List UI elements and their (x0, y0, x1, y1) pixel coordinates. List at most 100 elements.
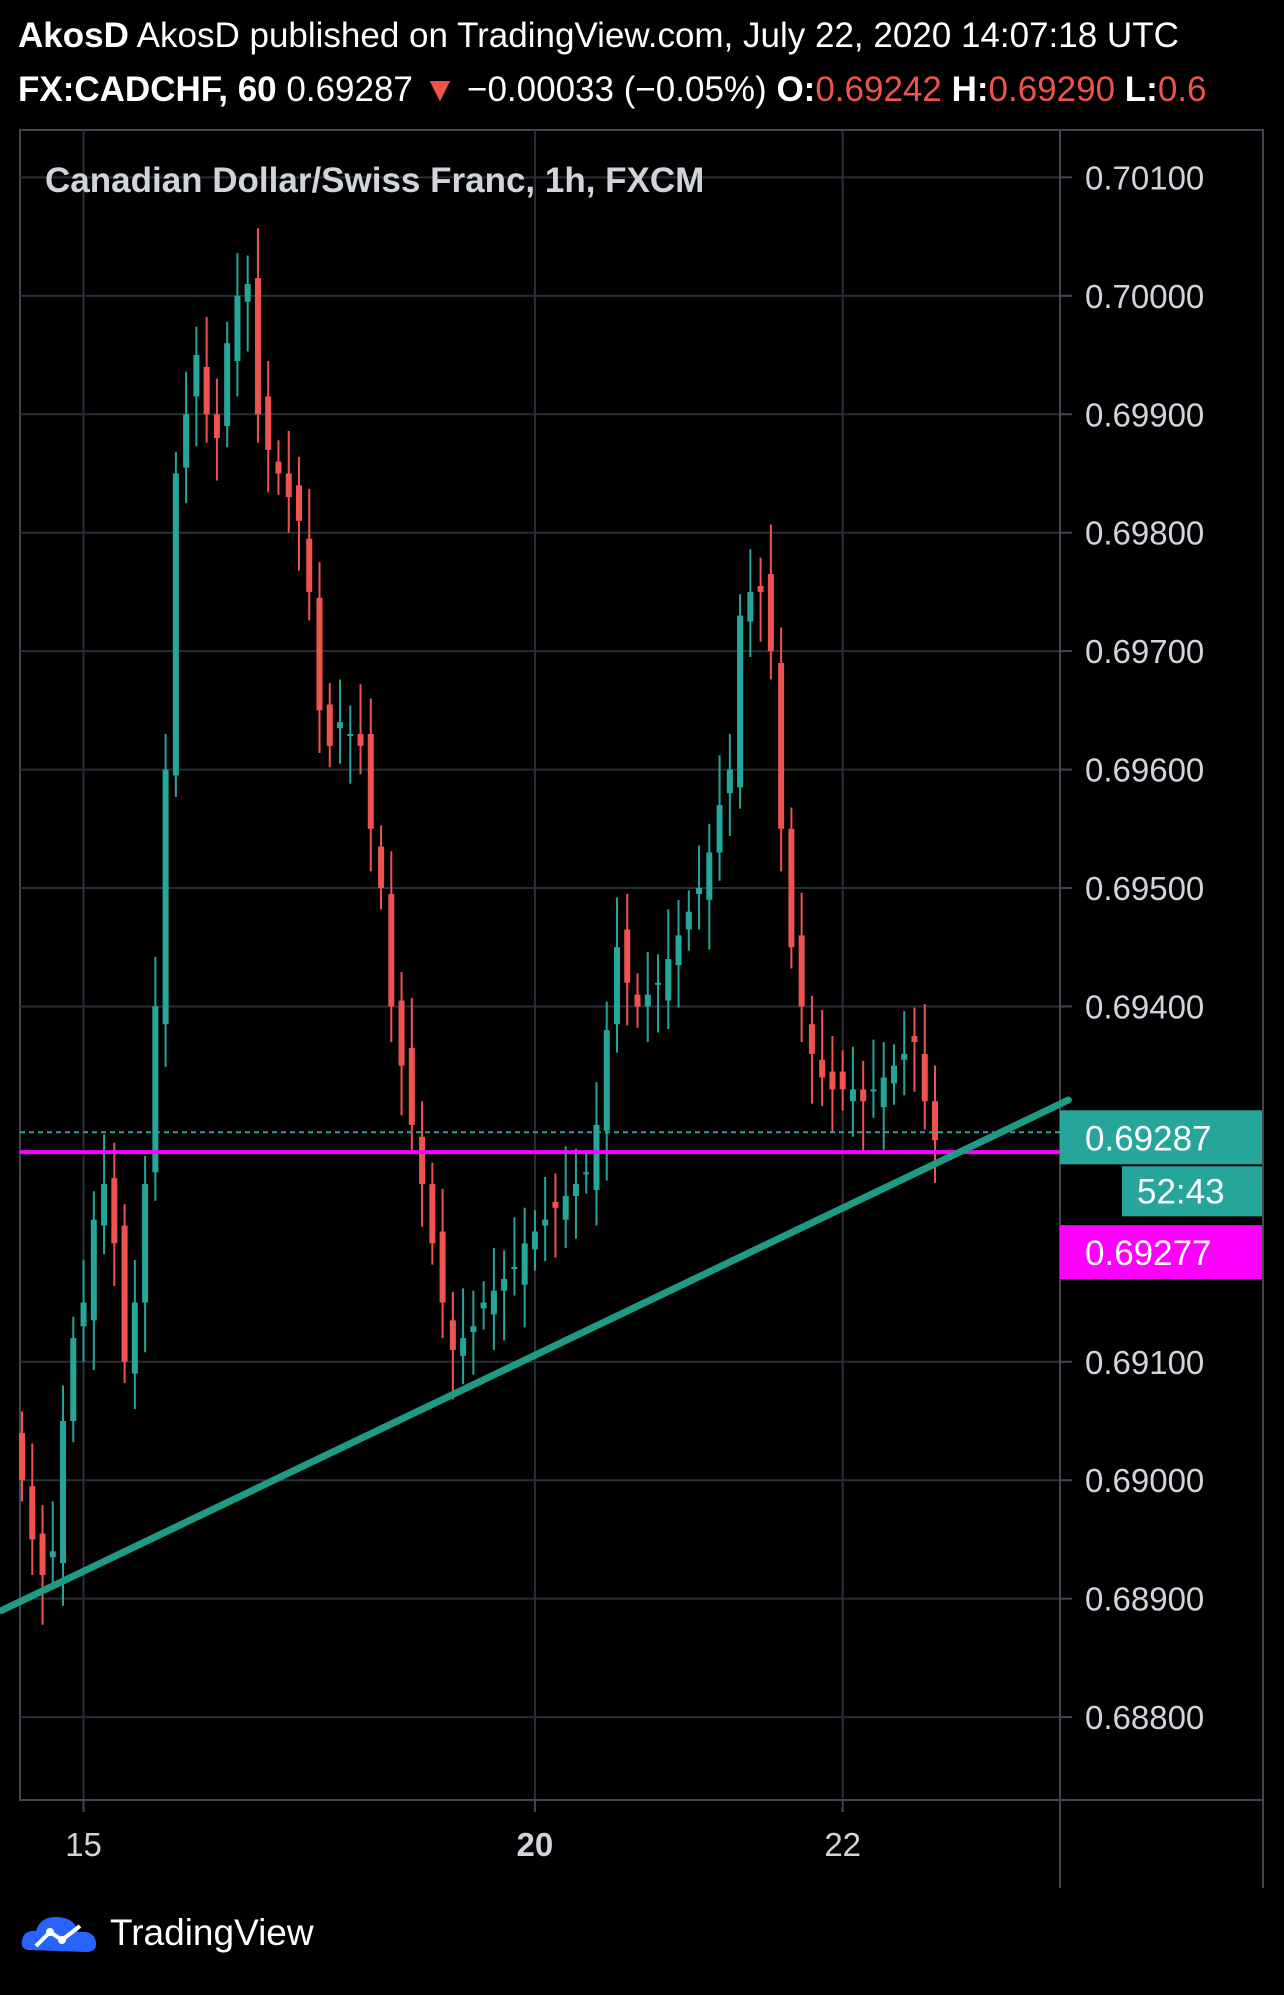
candle (870, 1039, 877, 1118)
candle (275, 440, 282, 495)
candle (613, 897, 620, 1053)
price-axis[interactable]: 0.70100 0.70000 0.69900 0.69800 0.69700 0.696… (1060, 159, 1204, 1736)
candle-body (162, 769, 169, 1025)
candle (152, 956, 159, 1201)
candle-body (70, 1338, 77, 1421)
candle (449, 1291, 456, 1400)
candle (644, 951, 651, 1042)
candle (521, 1207, 528, 1328)
candle (706, 824, 713, 950)
candle (172, 452, 179, 797)
symbol-label[interactable]: FX:CADCHF, 60 (18, 70, 277, 109)
time-axis[interactable]: 15 20 22 (65, 1800, 861, 1863)
candle (655, 954, 662, 1033)
price-tick-label: 0.69400 (1085, 988, 1204, 1025)
price-tick-label: 0.68900 (1085, 1581, 1204, 1618)
line-price-badge-text: 0.69277 (1085, 1234, 1212, 1273)
candle-body (613, 947, 620, 1025)
candle-body (90, 1219, 97, 1321)
candle-body (634, 994, 641, 1007)
chart-title: Canadian Dollar/Swiss Franc, 1h, FXCM (45, 161, 704, 200)
high-value: 0.69290 (988, 70, 1116, 109)
candle (398, 972, 405, 1116)
tradingview-logo[interactable]: TradingView (20, 1910, 314, 1956)
candle-body (819, 1059, 826, 1078)
publish-info: AkosD AkosD published on TradingView.com… (18, 14, 1179, 58)
price-chart[interactable]: 0.70100 0.70000 0.69900 0.69800 0.69700 0.696… (0, 0, 1284, 1895)
candle-body (49, 1551, 56, 1558)
candle (265, 360, 272, 493)
candle-body (921, 1053, 928, 1102)
candle (326, 683, 333, 768)
candle-body (193, 355, 200, 397)
candle (501, 1250, 508, 1341)
candle (90, 1191, 97, 1371)
candle-body (285, 473, 292, 498)
price-tick-label: 0.69600 (1085, 752, 1204, 789)
candle-body (470, 1326, 477, 1333)
candle (829, 1036, 836, 1132)
price-tick-label: 0.69700 (1085, 633, 1204, 670)
candle-body (572, 1184, 579, 1196)
candle-body (490, 1290, 497, 1315)
candle (665, 909, 672, 1029)
candle-body (347, 734, 354, 737)
candle (542, 1177, 549, 1262)
candle (60, 1385, 67, 1606)
price-tick-label: 0.69800 (1085, 515, 1204, 552)
candle (224, 321, 231, 448)
price-tick-label: 0.69100 (1085, 1344, 1204, 1381)
candle-body (808, 1024, 815, 1054)
candle-body (542, 1219, 549, 1226)
candle (408, 998, 415, 1154)
candle-body (121, 1225, 128, 1362)
candle (213, 378, 220, 481)
candle-body (111, 1178, 118, 1244)
candle-body (326, 704, 333, 746)
price-tick-label: 0.68800 (1085, 1699, 1204, 1736)
candle (121, 1204, 128, 1384)
candle-body (295, 485, 302, 521)
candle (80, 1259, 87, 1362)
candle (737, 594, 744, 809)
time-tick-label: 15 (65, 1826, 102, 1863)
last-price-badge: 0.69287 (1060, 1110, 1262, 1165)
candle-body (839, 1071, 846, 1090)
candle (921, 1004, 928, 1130)
logo-text: TradingView (110, 1912, 314, 1953)
low-value: 0.6 (1157, 70, 1207, 109)
candle-body (531, 1231, 538, 1250)
candle-body (706, 852, 713, 900)
candle-body (316, 597, 323, 711)
chart-grid (20, 130, 1060, 1800)
candle-body (60, 1420, 67, 1564)
candle-body (306, 538, 313, 592)
trendline[interactable] (0, 1096, 1072, 1614)
candle-body (665, 959, 672, 1001)
candle (572, 1148, 579, 1239)
candle-body (419, 1136, 426, 1185)
candle (254, 228, 261, 443)
candle-body (521, 1243, 528, 1285)
candle (244, 255, 251, 352)
candle-body (911, 1036, 918, 1042)
candle (531, 1210, 538, 1271)
candle (162, 734, 169, 1067)
time-tick-label: 22 (824, 1826, 861, 1863)
candle-body (39, 1533, 46, 1575)
candle-body (603, 1030, 610, 1131)
candle (624, 893, 631, 1026)
candle-body (849, 1089, 856, 1102)
candle (490, 1248, 497, 1350)
author-name[interactable]: AkosD (18, 16, 129, 55)
candle (788, 807, 795, 969)
candle-body (890, 1065, 897, 1084)
countdown-badge: 52:43 (1122, 1166, 1262, 1217)
candle (337, 679, 344, 764)
candle-body (593, 1124, 600, 1191)
price-tick-label: 0.69000 (1085, 1462, 1204, 1499)
candle-body (716, 805, 723, 853)
candle (49, 1501, 56, 1586)
last-price: 0.69287 (286, 70, 413, 109)
candle-body (367, 734, 374, 829)
